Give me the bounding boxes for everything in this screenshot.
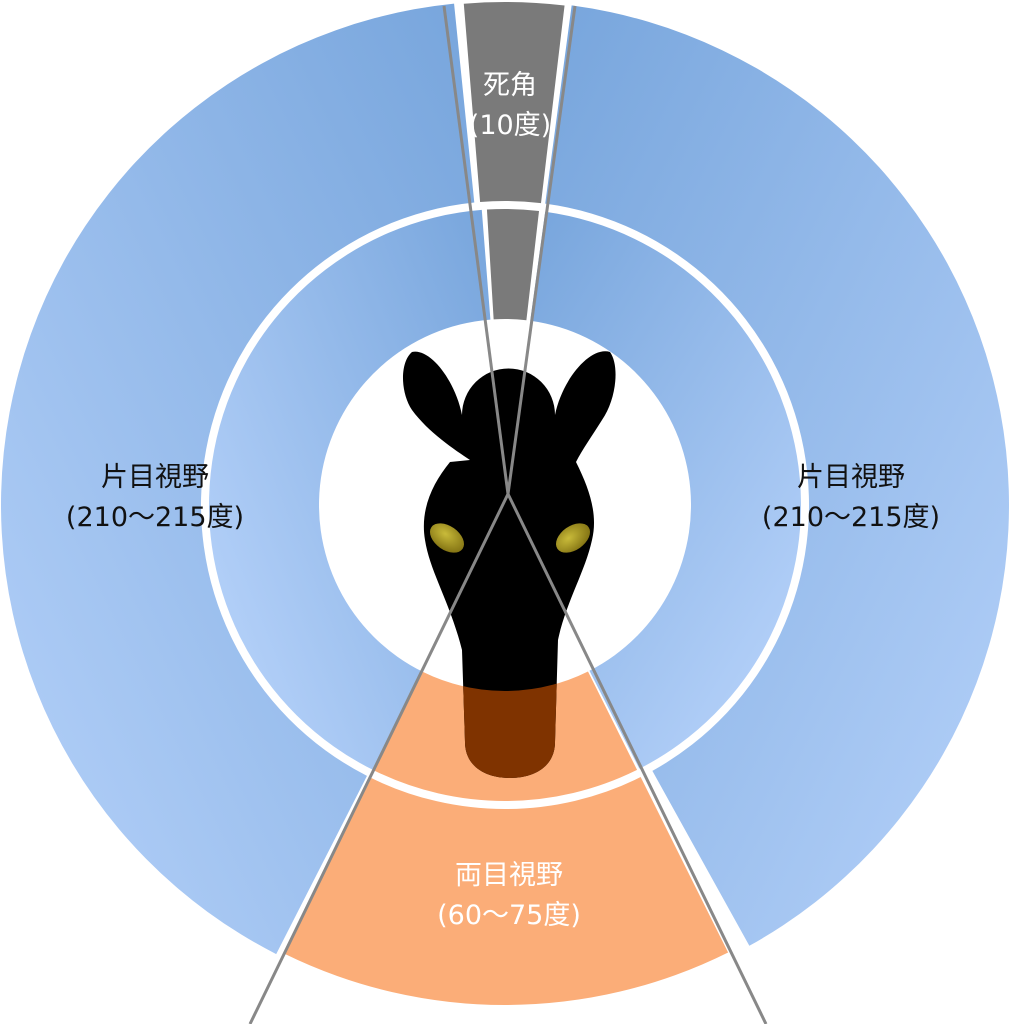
blind-spot-title: 死角 <box>483 70 537 101</box>
monocular-right-value: (210〜215度) <box>761 502 941 533</box>
blind-spot-outer-segment <box>463 1 565 204</box>
sight-line-blind-right <box>506 5 577 495</box>
blind-spot-label: 死角 (10度) <box>469 66 551 146</box>
sight-line-blind-left <box>442 5 510 495</box>
monocular-left-outer-segment <box>1 3 475 955</box>
binocular-label: 両目視野 (60〜75度) <box>437 856 581 936</box>
binocular-outer-segment <box>284 777 729 1005</box>
sight-line-binocular-right <box>506 493 768 1024</box>
sight-line-binocular-left <box>248 493 510 1024</box>
blind-spot-inner-segment <box>486 209 540 321</box>
right-eye-icon <box>555 523 591 553</box>
blind-spot-value: (10度) <box>468 110 552 141</box>
monocular-left-label: 片目視野 (210〜215度) <box>66 458 244 538</box>
monocular-right-title: 片目視野 <box>796 462 905 493</box>
monocular-left-value: (210〜215度) <box>65 502 245 533</box>
monocular-right-label: 片目視野 (210〜215度) <box>762 458 940 538</box>
monocular-right-outer-segment <box>545 5 1009 946</box>
left-eye-icon <box>429 523 465 553</box>
binocular-value: (60〜75度) <box>437 900 581 931</box>
monocular-left-inner-segment <box>209 209 491 772</box>
monocular-left-title: 片目視野 <box>100 462 209 493</box>
binocular-title: 両目視野 <box>455 860 563 891</box>
monocular-right-inner-segment <box>530 211 802 769</box>
horse-head-icon <box>403 351 616 778</box>
